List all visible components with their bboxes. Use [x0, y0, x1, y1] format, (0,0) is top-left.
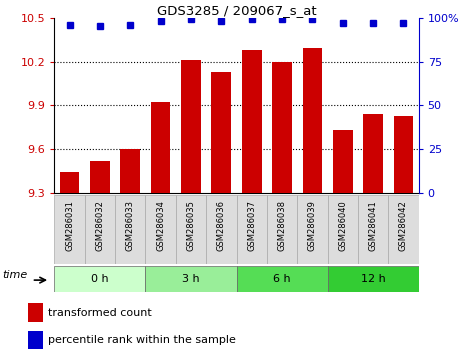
Text: 12 h: 12 h: [361, 274, 385, 284]
Text: GSM286041: GSM286041: [368, 200, 377, 251]
Text: percentile rank within the sample: percentile rank within the sample: [47, 335, 236, 345]
Bar: [151, 102, 170, 193]
Text: GSM286035: GSM286035: [186, 200, 195, 251]
Text: GSM286034: GSM286034: [156, 200, 165, 251]
FancyBboxPatch shape: [54, 266, 145, 292]
Bar: [394, 115, 413, 193]
FancyBboxPatch shape: [297, 195, 327, 264]
FancyBboxPatch shape: [358, 195, 388, 264]
Bar: [60, 172, 79, 193]
FancyBboxPatch shape: [327, 266, 419, 292]
FancyBboxPatch shape: [327, 195, 358, 264]
FancyBboxPatch shape: [388, 195, 419, 264]
FancyBboxPatch shape: [236, 195, 267, 264]
Title: GDS3285 / 209067_s_at: GDS3285 / 209067_s_at: [157, 4, 316, 17]
Bar: [90, 161, 110, 193]
FancyBboxPatch shape: [115, 195, 145, 264]
Bar: [211, 72, 231, 193]
FancyBboxPatch shape: [236, 266, 327, 292]
Bar: [303, 48, 322, 193]
Text: GSM286037: GSM286037: [247, 200, 256, 251]
Text: time: time: [3, 270, 28, 280]
Bar: [121, 149, 140, 193]
Bar: [181, 60, 201, 193]
Text: transformed count: transformed count: [47, 308, 151, 318]
FancyBboxPatch shape: [267, 195, 297, 264]
Text: GSM286038: GSM286038: [278, 200, 287, 251]
FancyBboxPatch shape: [54, 195, 85, 264]
FancyBboxPatch shape: [85, 195, 115, 264]
FancyBboxPatch shape: [176, 195, 206, 264]
Text: GSM286039: GSM286039: [308, 200, 317, 251]
Text: 3 h: 3 h: [182, 274, 200, 284]
Bar: [333, 130, 352, 193]
Text: 6 h: 6 h: [273, 274, 291, 284]
FancyBboxPatch shape: [206, 195, 236, 264]
Text: GSM286031: GSM286031: [65, 200, 74, 251]
FancyBboxPatch shape: [145, 195, 176, 264]
Bar: [363, 114, 383, 193]
Bar: [272, 62, 292, 193]
Text: GSM286042: GSM286042: [399, 200, 408, 251]
Text: GSM286036: GSM286036: [217, 200, 226, 251]
Bar: [27, 331, 43, 349]
FancyBboxPatch shape: [145, 266, 236, 292]
Text: GSM286040: GSM286040: [338, 200, 347, 251]
Text: GSM286033: GSM286033: [126, 200, 135, 251]
Bar: [242, 50, 262, 193]
Text: 0 h: 0 h: [91, 274, 109, 284]
Bar: [27, 303, 43, 322]
Text: GSM286032: GSM286032: [96, 200, 105, 251]
